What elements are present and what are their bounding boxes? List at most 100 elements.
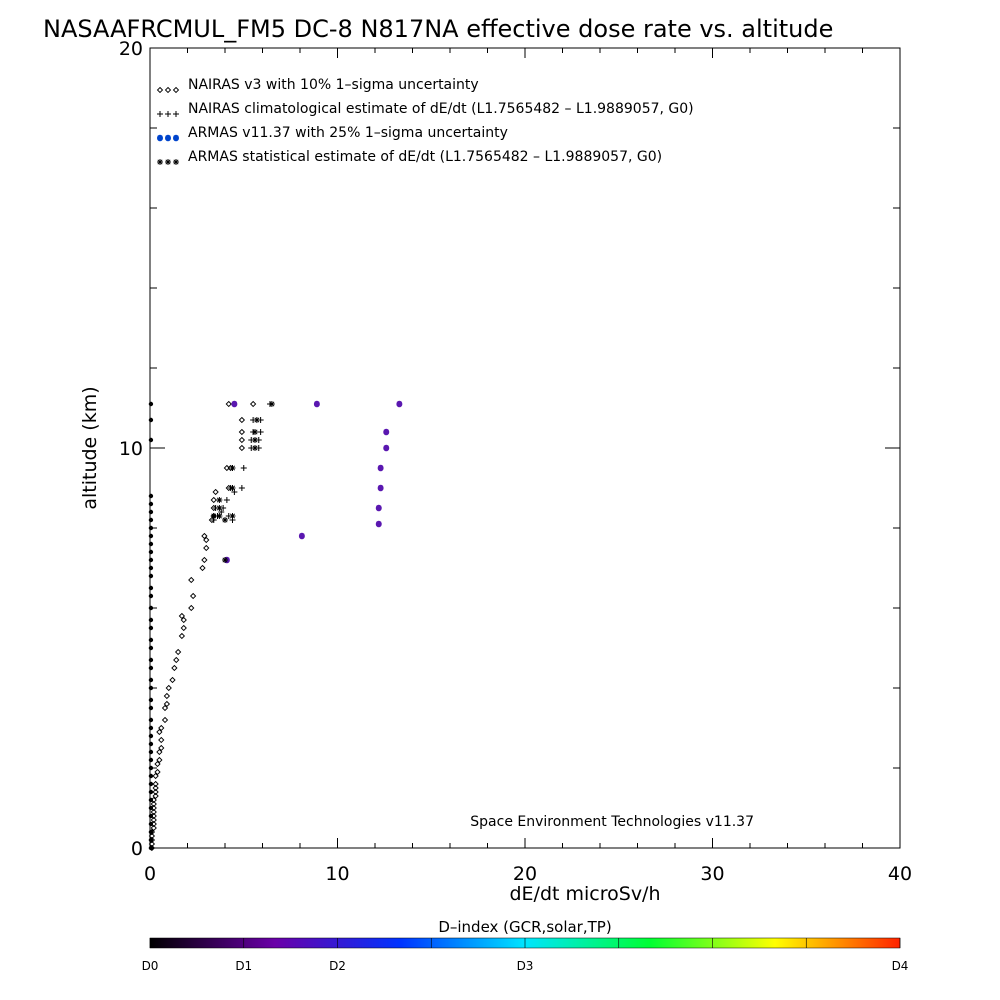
- data-point: [148, 557, 154, 563]
- x-axis-label: dE/dt microSv/h: [509, 883, 660, 905]
- data-point: [257, 429, 264, 435]
- data-point: [148, 401, 154, 407]
- data-point: [249, 400, 257, 408]
- legend: NAIRAS v3 with 10% 1–sigma uncertainty NA…: [156, 77, 694, 165]
- data-point: [148, 697, 154, 703]
- tick-labels: 0 10 20 30 40 0 10 20: [119, 38, 912, 885]
- data-point: [229, 513, 236, 519]
- data-point: [158, 736, 165, 744]
- data-point: [150, 824, 157, 832]
- x-tick-label: 40: [888, 863, 912, 885]
- data-point: [148, 773, 154, 779]
- legend-marker: [164, 86, 172, 94]
- data-point: [210, 513, 217, 519]
- data-point: [148, 637, 154, 643]
- legend-label: NAIRAS v3 with 10% 1–sigma uncertainty: [188, 77, 479, 93]
- data-point: [173, 656, 180, 664]
- data-point: [148, 725, 154, 731]
- colorbar-title: D–index (GCR,solar,TP): [438, 918, 611, 936]
- data-point: [148, 717, 154, 723]
- legend-label: NAIRAS climatological estimate of dE/dt …: [188, 101, 694, 117]
- x-tick-label: 30: [700, 863, 724, 885]
- data-point: [148, 585, 154, 591]
- data-point: [148, 705, 154, 711]
- legend-marker: [156, 86, 164, 94]
- legend-label: ARMAS statistical estimate of dE/dt (L1.…: [188, 149, 662, 165]
- data-point: [148, 665, 154, 671]
- legend-marker: [157, 134, 163, 142]
- data-point: [201, 556, 208, 564]
- data-point: [148, 685, 154, 691]
- data-point: [156, 756, 163, 764]
- legend-marker: [173, 159, 179, 165]
- data-point: [148, 493, 154, 499]
- data-point: [152, 784, 159, 792]
- data-point: [377, 464, 384, 472]
- data-point: [148, 845, 154, 851]
- series-asterisk: [210, 401, 275, 563]
- legend-marker: [165, 159, 171, 165]
- series-circle: [223, 400, 403, 564]
- data-point: [148, 821, 154, 827]
- data-point: [148, 593, 154, 599]
- data-point: [231, 400, 238, 408]
- data-point: [174, 648, 182, 656]
- data-point: [171, 664, 178, 672]
- legend-marker: [165, 134, 171, 142]
- data-point: [203, 536, 210, 544]
- series-diamond: [148, 400, 257, 852]
- data-point: [148, 813, 154, 819]
- x-tick-label: 20: [513, 863, 537, 885]
- data-point: [148, 797, 154, 803]
- legend-marker: [173, 134, 179, 142]
- data-point: [161, 704, 169, 712]
- legend-marker: [172, 86, 180, 94]
- data-point: [252, 429, 258, 435]
- data-point: [223, 497, 230, 503]
- data-point: [148, 573, 154, 579]
- data-point: [148, 677, 154, 683]
- data-point: [148, 605, 154, 611]
- data-point: [148, 617, 154, 623]
- data-point: [268, 401, 275, 407]
- data-point: [148, 805, 154, 811]
- x-tick-label: 10: [325, 863, 349, 885]
- data-point: [150, 816, 157, 824]
- data-point: [210, 496, 217, 504]
- data-point: [238, 444, 246, 452]
- colorbar-label: D4: [892, 959, 909, 973]
- data-point: [148, 417, 154, 423]
- data-point: [216, 513, 223, 519]
- data-point: [163, 700, 171, 708]
- data-point: [188, 576, 195, 584]
- legend-marker: [157, 111, 163, 117]
- y-tick-label: 0: [131, 838, 143, 860]
- colorbar-label: D3: [517, 959, 534, 973]
- data-point: [148, 565, 154, 571]
- legend-marker: [157, 159, 163, 165]
- data-point: [148, 741, 154, 747]
- data-point: [148, 657, 154, 663]
- data-point: [152, 792, 159, 800]
- data-point: [165, 684, 172, 692]
- data-point: [225, 400, 232, 408]
- colorbar-label: D0: [142, 959, 159, 973]
- annotation-text: Space Environment Technologies v11.37: [470, 814, 754, 830]
- data-point: [252, 445, 258, 451]
- data-point: [154, 760, 161, 768]
- data-point: [148, 733, 154, 739]
- data-point: [152, 772, 159, 780]
- data-point: [238, 428, 246, 436]
- data-point: [148, 501, 154, 507]
- data-point: [178, 632, 186, 640]
- data-point: [148, 837, 154, 843]
- colorbar-label: D2: [329, 959, 346, 973]
- data-point: [148, 757, 154, 763]
- data-point: [313, 400, 320, 408]
- data-point: [180, 616, 187, 624]
- data-point: [298, 532, 305, 540]
- data-point: [154, 768, 161, 776]
- data-point: [148, 533, 154, 539]
